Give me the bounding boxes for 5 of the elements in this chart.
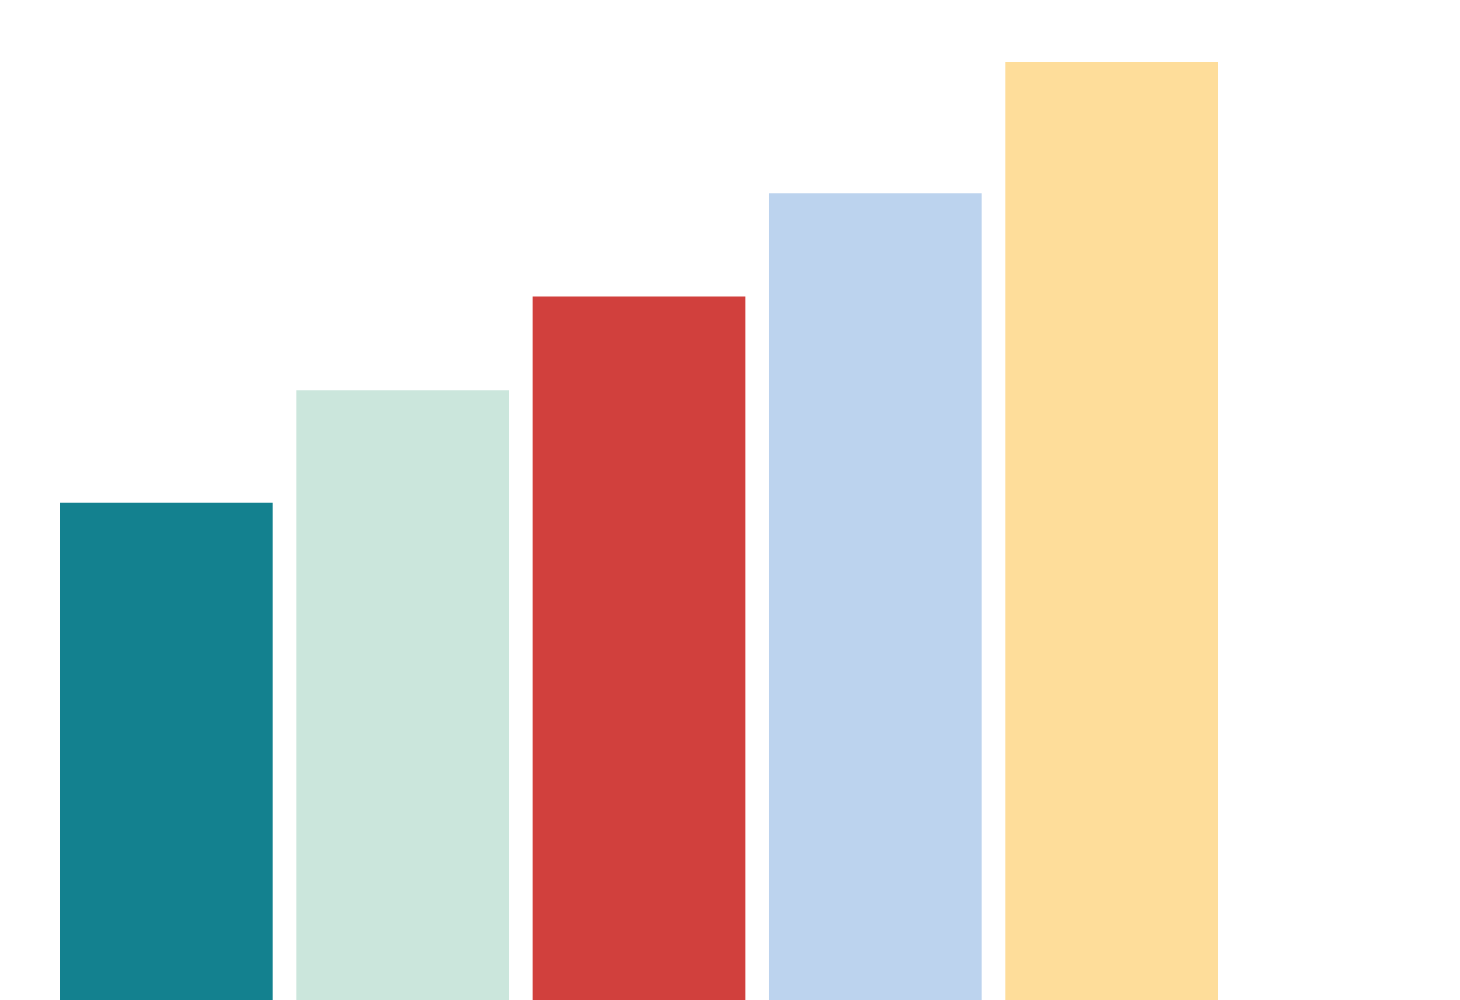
bar (1005, 62, 1218, 1000)
bar (296, 390, 510, 1000)
bar (532, 296, 746, 1000)
bar (60, 502, 273, 1000)
bar (768, 193, 982, 1000)
